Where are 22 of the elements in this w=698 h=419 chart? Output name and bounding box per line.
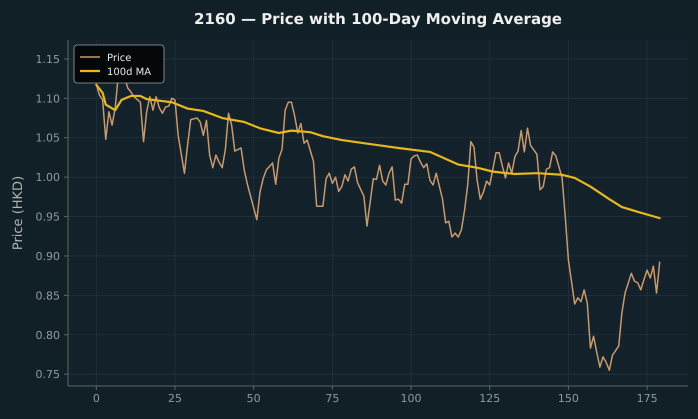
- x-tick-label: 125: [479, 392, 500, 405]
- y-tick-label: 0.90: [36, 250, 60, 263]
- x-tick-label: 75: [325, 392, 340, 405]
- x-tick-label: 25: [168, 392, 182, 405]
- legend-label: Price: [107, 53, 132, 64]
- y-tick-label: 1.15: [36, 52, 60, 66]
- x-tick-label: 150: [558, 392, 579, 405]
- x-tick-label: 100: [400, 392, 422, 405]
- legend-label: 100d MA: [107, 67, 152, 78]
- y-tick-label: 0.80: [36, 328, 60, 342]
- y-axis-title: Price (HKD): [11, 176, 26, 250]
- y-tick-label: 0.75: [36, 368, 60, 382]
- chart-title: 2160 — Price with 100-Day Moving Average: [194, 10, 562, 28]
- y-tick-label: 1.10: [36, 92, 60, 106]
- y-tick-label: 1.00: [36, 171, 60, 184]
- y-tick-label: 0.95: [36, 210, 60, 224]
- line-series: [95, 84, 661, 220]
- y-tick-label: 0.85: [36, 289, 60, 302]
- x-tick-label: 175: [636, 392, 658, 405]
- x-tick-label: 50: [246, 392, 261, 405]
- x-tick-label: 0: [92, 392, 100, 405]
- y-tick-label: 1.05: [36, 132, 60, 145]
